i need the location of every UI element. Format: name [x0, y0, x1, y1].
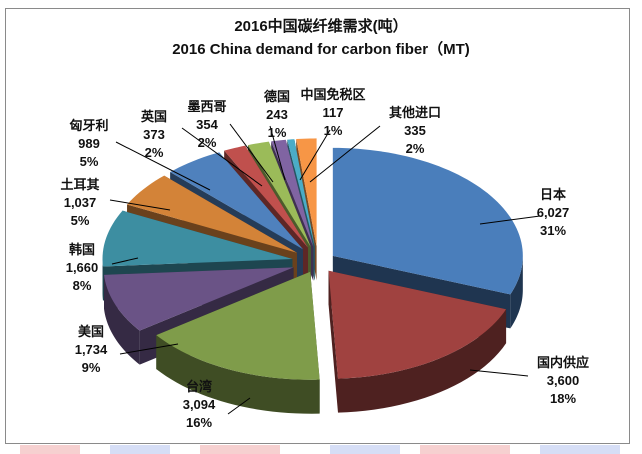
pie-slice: [328, 270, 507, 413]
watermark-stripe: [540, 445, 620, 454]
leader-line: [469, 369, 529, 377]
data-label-hungary: 匈牙利 989 5%: [69, 118, 109, 169]
watermark-stripe: [200, 445, 280, 454]
data-label-germany: 德国 243 1%: [263, 89, 290, 140]
data-label-usa: 美国 1,734 9%: [74, 324, 108, 375]
data-label-free-trade-zone: 中国免税区 117 1%: [300, 87, 366, 138]
watermark-stripe: [110, 445, 170, 454]
watermark-stripe: [20, 445, 80, 454]
leader-line: [479, 215, 541, 225]
data-label-japan: 日本 6,027 31%: [536, 187, 570, 238]
watermark-stripe: [420, 445, 510, 454]
data-label-mexico: 墨西哥 354 2%: [187, 99, 227, 150]
data-label-other-imports: 其他进口 335 2%: [388, 105, 441, 156]
leader-line: [111, 257, 139, 265]
leader-line: [309, 125, 381, 183]
data-label-korea: 韩国 1,660 8%: [65, 242, 99, 293]
chart-subtitle: 2016 China demand for carbon fiber（MT): [172, 41, 470, 58]
leader-line: [115, 141, 211, 191]
leader-line: [227, 397, 251, 415]
pie-slice: [156, 271, 320, 414]
watermark-stripe: [330, 445, 400, 454]
leader-line: [181, 127, 263, 187]
leader-line: [269, 125, 286, 181]
leader-line: [299, 129, 331, 181]
data-label-uk: 英国 373 2%: [140, 109, 167, 160]
leader-line: [229, 123, 274, 183]
leader-line: [119, 343, 179, 355]
data-label-turkey: 土耳其 1,037 5%: [60, 177, 100, 228]
leader-line: [109, 199, 171, 211]
data-label-domestic-supply: 国内供应 3,600 18%: [536, 355, 589, 406]
data-label-taiwan: 台湾 3,094 16%: [182, 379, 216, 430]
chart-title: 2016中国碳纤维需求(吨）: [234, 18, 408, 35]
